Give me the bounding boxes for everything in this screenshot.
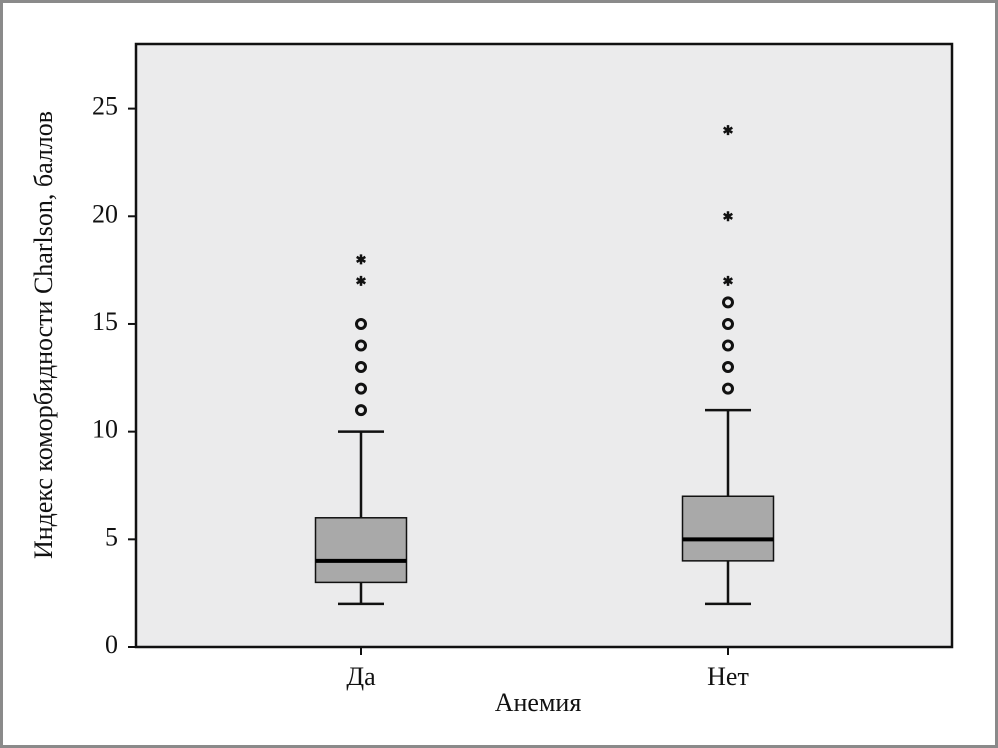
x-tick-label: Нет	[707, 662, 749, 691]
outlier	[355, 317, 367, 330]
y-tick-label: 20	[92, 199, 118, 228]
outlier	[355, 404, 367, 417]
y-tick-label: 10	[92, 415, 118, 444]
y-axis-title: Индекс коморбидности Charlson, баллов	[29, 111, 58, 559]
extreme-outlier	[723, 275, 733, 286]
outlier	[722, 317, 734, 330]
extreme-outlier	[723, 125, 733, 136]
outlier	[722, 296, 734, 309]
y-tick-label: 0	[105, 630, 118, 659]
box	[314, 517, 408, 584]
outlier	[722, 361, 734, 374]
outlier	[355, 382, 367, 395]
box	[681, 495, 775, 562]
y-tick-label: 15	[92, 307, 118, 336]
y-tick-label: 5	[105, 522, 118, 551]
plot-area	[134, 42, 954, 649]
x-tick-label: Да	[346, 662, 376, 691]
extreme-outlier	[356, 254, 366, 265]
y-tick-label: 25	[92, 92, 118, 121]
outlier	[722, 339, 734, 352]
x-axis-title: Анемия	[495, 688, 582, 717]
extreme-outlier	[356, 275, 366, 286]
outlier	[355, 339, 367, 352]
outlier	[722, 382, 734, 395]
extreme-outlier	[723, 211, 733, 222]
outlier	[355, 361, 367, 374]
